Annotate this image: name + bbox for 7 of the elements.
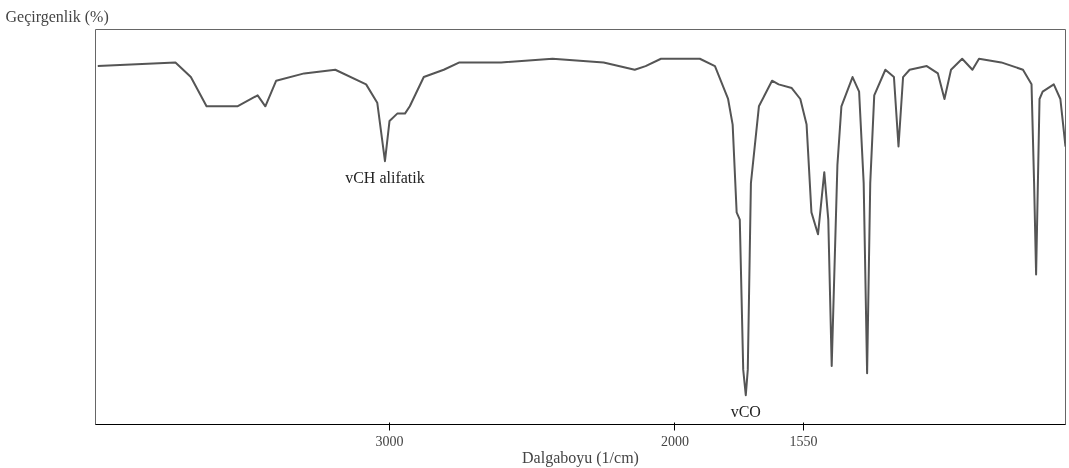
x-tick-label: 3000 (375, 433, 404, 449)
annotation: vCO (730, 403, 761, 421)
x-tick-label: 1550 (789, 433, 818, 449)
y-axis-title: Geçirgenlik (%) (5, 7, 109, 26)
x-tick-label: 2000 (660, 433, 689, 449)
x-axis-title: Dalgaboyu (1/cm) (522, 448, 639, 467)
annotation: vCH alifatik (345, 169, 425, 187)
